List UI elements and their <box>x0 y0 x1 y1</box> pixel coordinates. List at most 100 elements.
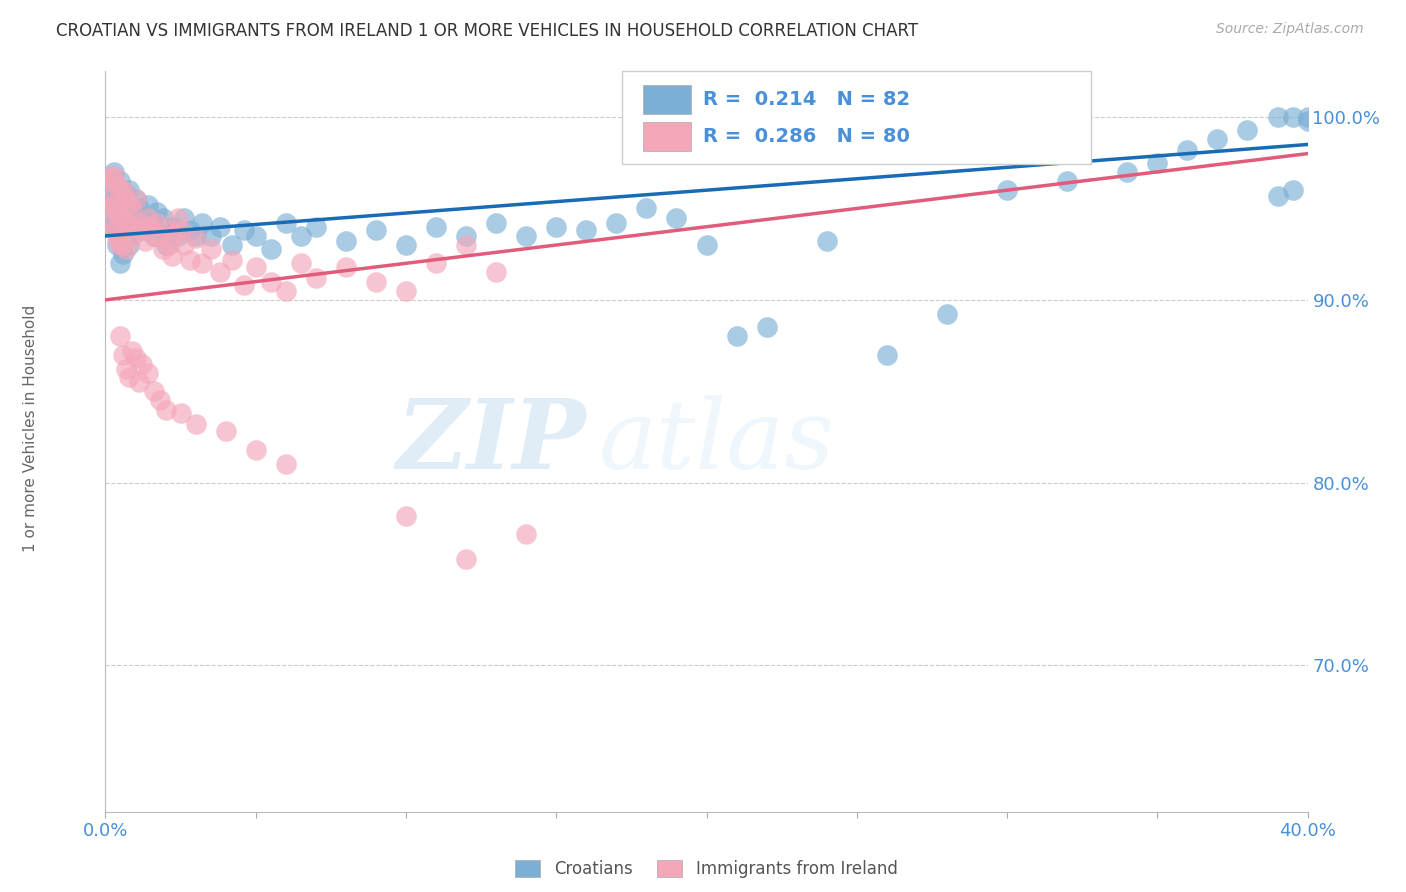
Point <box>107 233 129 247</box>
Point <box>1296 113 1319 128</box>
Point <box>305 219 328 234</box>
Point <box>115 242 138 256</box>
Point <box>1296 110 1319 124</box>
Point <box>131 357 153 371</box>
Point <box>232 278 254 293</box>
Point <box>145 205 167 219</box>
Point <box>260 275 283 289</box>
Point <box>157 238 180 252</box>
Point <box>665 211 688 225</box>
Point <box>395 508 418 523</box>
Point <box>128 202 150 216</box>
Point <box>115 186 138 201</box>
Point <box>103 165 125 179</box>
Point <box>118 198 141 212</box>
Point <box>118 183 141 197</box>
Point <box>173 238 195 252</box>
FancyBboxPatch shape <box>623 71 1091 164</box>
Point <box>112 219 135 234</box>
Point <box>290 256 312 270</box>
Point <box>142 384 165 399</box>
Point <box>148 393 170 408</box>
Point <box>200 228 222 243</box>
Point <box>118 223 141 237</box>
Point <box>636 202 658 216</box>
Point <box>97 192 120 206</box>
Point <box>245 442 267 457</box>
Point <box>208 265 231 279</box>
Point <box>107 183 129 197</box>
Point <box>112 238 135 252</box>
Point <box>100 169 122 183</box>
Point <box>335 235 357 249</box>
Point <box>190 256 212 270</box>
Point <box>1116 165 1139 179</box>
Point <box>696 238 718 252</box>
Text: CROATIAN VS IMMIGRANTS FROM IRELAND 1 OR MORE VEHICLES IN HOUSEHOLD CORRELATION : CROATIAN VS IMMIGRANTS FROM IRELAND 1 OR… <box>56 22 918 40</box>
Point <box>169 406 191 420</box>
Point <box>395 238 418 252</box>
Text: ZIP: ZIP <box>396 394 586 489</box>
Point <box>103 198 125 212</box>
Point <box>221 252 243 267</box>
Point <box>1281 110 1303 124</box>
Point <box>155 402 177 417</box>
Point <box>124 192 146 206</box>
Point <box>121 344 143 359</box>
Point <box>1267 188 1289 202</box>
Point <box>148 223 170 237</box>
Point <box>139 219 162 234</box>
Point <box>232 223 254 237</box>
Point <box>1056 174 1078 188</box>
Point <box>131 223 153 237</box>
Text: Source: ZipAtlas.com: Source: ZipAtlas.com <box>1216 22 1364 37</box>
Point <box>1267 110 1289 124</box>
Point <box>128 216 150 230</box>
Point <box>103 169 125 183</box>
Point <box>110 183 132 197</box>
Point <box>110 174 132 188</box>
Point <box>112 211 135 225</box>
Point <box>121 202 143 216</box>
Point <box>166 211 188 225</box>
Point <box>364 223 387 237</box>
Point <box>103 192 125 206</box>
Point <box>112 183 135 197</box>
Point <box>100 202 122 216</box>
Point <box>305 271 328 285</box>
Point <box>274 284 297 298</box>
Point <box>155 238 177 252</box>
Point <box>103 223 125 237</box>
Point <box>160 249 183 263</box>
Point <box>107 205 129 219</box>
Point <box>155 223 177 237</box>
Point <box>142 228 165 243</box>
Point <box>274 216 297 230</box>
Point <box>131 211 153 225</box>
Point <box>145 216 167 230</box>
Point <box>454 552 477 566</box>
Point <box>115 192 138 206</box>
Point <box>214 425 236 439</box>
Point <box>148 228 170 243</box>
Point <box>112 192 135 206</box>
Point <box>136 198 159 212</box>
Point <box>118 238 141 252</box>
Point <box>425 219 447 234</box>
Point <box>200 242 222 256</box>
Point <box>1236 123 1258 137</box>
Point <box>110 256 132 270</box>
Text: R =  0.286   N = 80: R = 0.286 N = 80 <box>703 127 910 146</box>
Point <box>100 174 122 188</box>
Point <box>485 265 508 279</box>
Point <box>136 366 159 380</box>
Point <box>454 238 477 252</box>
Point <box>110 329 132 343</box>
Point <box>815 235 838 249</box>
Point <box>115 216 138 230</box>
Point <box>97 202 120 216</box>
Point <box>110 238 132 252</box>
Point <box>936 308 959 322</box>
Point <box>221 238 243 252</box>
Point <box>121 228 143 243</box>
